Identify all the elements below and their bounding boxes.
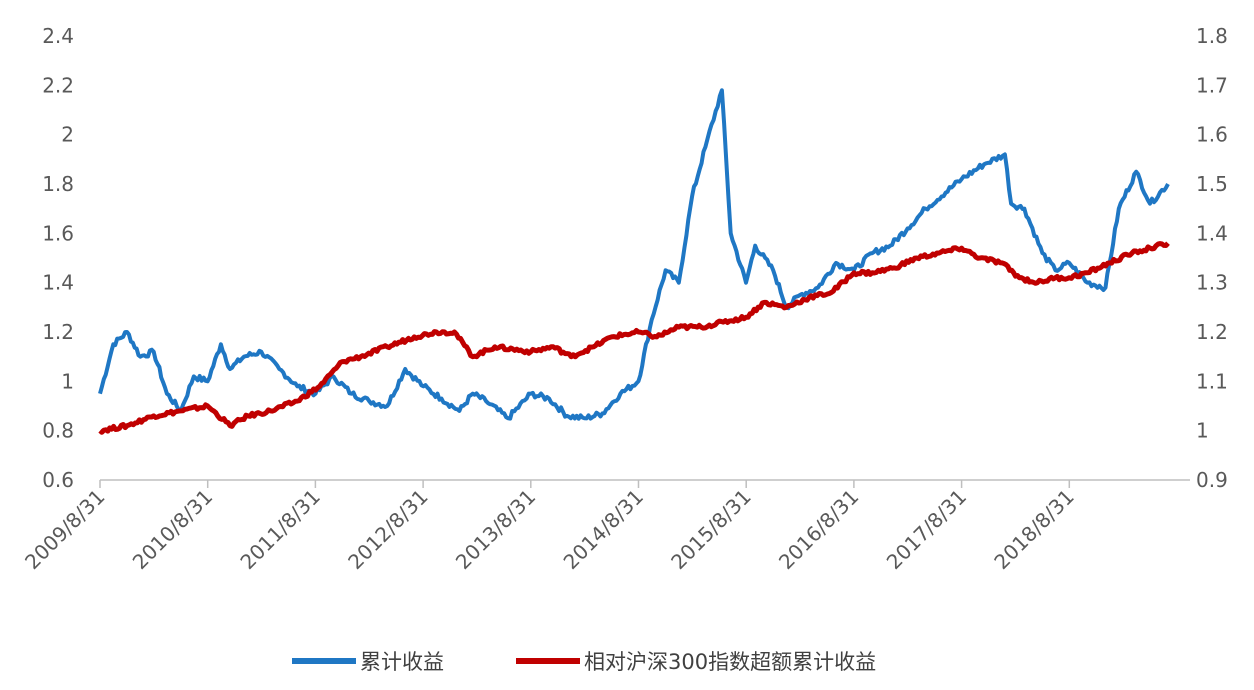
x-tick-label: 2014/8/31 (559, 485, 648, 574)
x-axis: 2009/8/31 2010/8/31 2011/8/31 2012/8/31 2013… (20, 480, 1079, 574)
y-left-tick-label: 0.8 (42, 419, 74, 443)
legend-label-excess-return: 相对沪深300指数超额累计收益 (584, 650, 876, 674)
y-left-axis: 0.6 0.8 1 1.2 1.4 1.6 1.8 2 2.2 2.4 (42, 24, 74, 492)
x-tick-label: 2018/8/31 (989, 485, 1078, 574)
x-tick-label: 2010/8/31 (128, 485, 217, 574)
series-line-excess-return (98, 241, 1170, 435)
x-tick-label: 2013/8/31 (451, 485, 540, 574)
y-right-tick-label: 0.9 (1196, 468, 1228, 492)
plot-area (98, 88, 1170, 435)
x-tick-label: 2017/8/31 (882, 485, 971, 574)
y-left-tick-label: 2 (61, 123, 74, 147)
legend-label-cumulative-return: 累计收益 (360, 650, 444, 674)
y-right-tick-label: 1.7 (1196, 73, 1228, 97)
y-right-tick-label: 1.1 (1196, 369, 1228, 393)
y-left-tick-label: 1.4 (42, 271, 74, 295)
x-tick-label: 2009/8/31 (20, 485, 109, 574)
x-tick-label: 2011/8/31 (235, 485, 324, 574)
y-left-tick-label: 2.2 (42, 73, 74, 97)
y-left-tick-label: 2.4 (42, 24, 74, 48)
y-right-tick-label: 1.4 (1196, 221, 1228, 245)
y-right-tick-label: 1.8 (1196, 24, 1228, 48)
series-line-cumulative-return (98, 88, 1170, 421)
y-left-tick-label: 1.2 (42, 320, 74, 344)
y-left-tick-label: 1.6 (42, 221, 74, 245)
y-right-tick-label: 1 (1196, 419, 1209, 443)
y-left-tick-label: 1.8 (42, 172, 74, 196)
y-right-tick-label: 1.5 (1196, 172, 1228, 196)
legend: 累计收益 相对沪深300指数超额累计收益 (292, 650, 876, 674)
x-tick-label: 2012/8/31 (343, 485, 432, 574)
y-right-tick-label: 1.6 (1196, 123, 1228, 147)
y-right-tick-label: 1.3 (1196, 271, 1228, 295)
y-right-axis: 0.9 1 1.1 1.2 1.3 1.4 1.5 1.6 1.7 1.8 (1196, 24, 1228, 492)
y-left-tick-label: 0.6 (42, 468, 74, 492)
x-tick-label: 2015/8/31 (666, 485, 755, 574)
y-right-tick-label: 1.2 (1196, 320, 1228, 344)
y-left-tick-label: 1 (61, 369, 74, 393)
x-tick-label: 2016/8/31 (774, 485, 863, 574)
